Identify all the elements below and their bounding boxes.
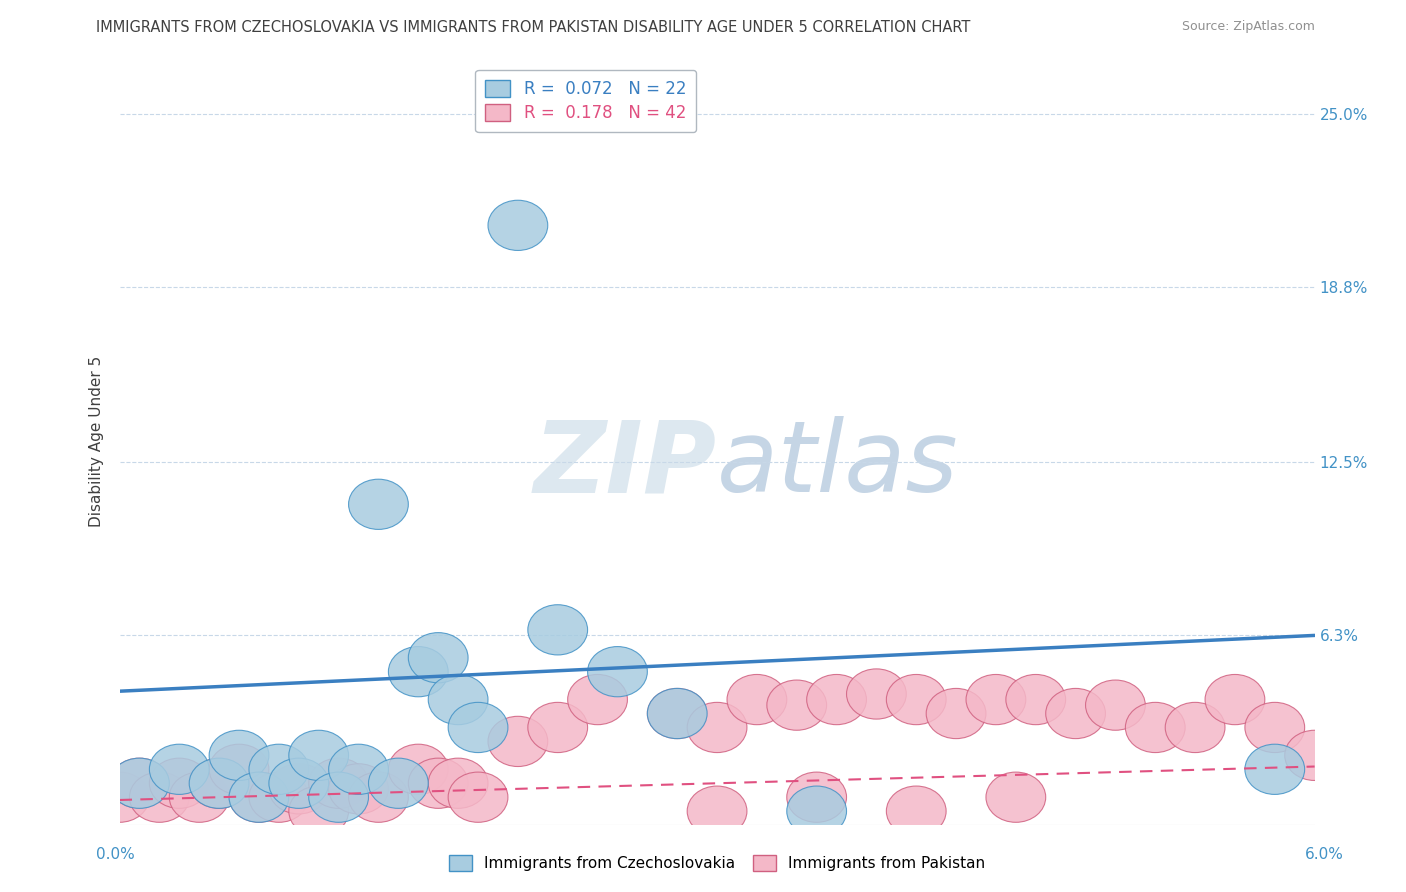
Ellipse shape: [329, 764, 388, 814]
Ellipse shape: [787, 772, 846, 822]
Text: ZIP: ZIP: [534, 416, 717, 513]
Legend: R =  0.072   N = 22, R =  0.178   N = 42: R = 0.072 N = 22, R = 0.178 N = 42: [475, 70, 696, 132]
Text: 6.0%: 6.0%: [1305, 847, 1344, 862]
Ellipse shape: [688, 786, 747, 837]
Ellipse shape: [886, 786, 946, 837]
Ellipse shape: [966, 674, 1026, 724]
Ellipse shape: [229, 772, 288, 822]
Ellipse shape: [688, 702, 747, 753]
Ellipse shape: [527, 702, 588, 753]
Ellipse shape: [408, 758, 468, 808]
Ellipse shape: [149, 758, 209, 808]
Ellipse shape: [408, 632, 468, 683]
Ellipse shape: [1166, 702, 1225, 753]
Ellipse shape: [149, 744, 209, 795]
Ellipse shape: [588, 647, 647, 697]
Ellipse shape: [1244, 702, 1305, 753]
Ellipse shape: [846, 669, 907, 719]
Ellipse shape: [787, 786, 846, 837]
Ellipse shape: [1125, 702, 1185, 753]
Ellipse shape: [169, 772, 229, 822]
Ellipse shape: [329, 744, 388, 795]
Ellipse shape: [727, 674, 787, 724]
Ellipse shape: [568, 674, 627, 724]
Ellipse shape: [388, 647, 449, 697]
Ellipse shape: [288, 786, 349, 837]
Ellipse shape: [368, 758, 429, 808]
Ellipse shape: [647, 689, 707, 739]
Ellipse shape: [488, 200, 548, 251]
Ellipse shape: [488, 716, 548, 766]
Ellipse shape: [449, 772, 508, 822]
Text: Source: ZipAtlas.com: Source: ZipAtlas.com: [1181, 20, 1315, 33]
Ellipse shape: [229, 772, 288, 822]
Ellipse shape: [129, 772, 190, 822]
Ellipse shape: [269, 758, 329, 808]
Text: IMMIGRANTS FROM CZECHOSLOVAKIA VS IMMIGRANTS FROM PAKISTAN DISABILITY AGE UNDER : IMMIGRANTS FROM CZECHOSLOVAKIA VS IMMIGR…: [96, 20, 970, 35]
Ellipse shape: [209, 731, 269, 780]
Ellipse shape: [90, 772, 149, 822]
Y-axis label: Disability Age Under 5: Disability Age Under 5: [89, 356, 104, 527]
Ellipse shape: [309, 772, 368, 822]
Ellipse shape: [309, 758, 368, 808]
Ellipse shape: [1205, 674, 1265, 724]
Ellipse shape: [1085, 680, 1146, 731]
Ellipse shape: [1005, 674, 1066, 724]
Ellipse shape: [449, 702, 508, 753]
Ellipse shape: [388, 744, 449, 795]
Ellipse shape: [288, 731, 349, 780]
Ellipse shape: [886, 674, 946, 724]
Ellipse shape: [766, 680, 827, 731]
Ellipse shape: [1046, 689, 1105, 739]
Ellipse shape: [190, 758, 249, 808]
Ellipse shape: [647, 689, 707, 739]
Ellipse shape: [190, 758, 249, 808]
Ellipse shape: [1244, 744, 1305, 795]
Ellipse shape: [249, 772, 309, 822]
Ellipse shape: [527, 605, 588, 655]
Ellipse shape: [110, 758, 169, 808]
Ellipse shape: [927, 689, 986, 739]
Legend: Immigrants from Czechoslovakia, Immigrants from Pakistan: Immigrants from Czechoslovakia, Immigran…: [443, 849, 991, 877]
Ellipse shape: [349, 479, 408, 530]
Ellipse shape: [249, 744, 309, 795]
Ellipse shape: [429, 758, 488, 808]
Ellipse shape: [429, 674, 488, 724]
Ellipse shape: [349, 772, 408, 822]
Ellipse shape: [110, 758, 169, 808]
Ellipse shape: [269, 764, 329, 814]
Ellipse shape: [986, 772, 1046, 822]
Ellipse shape: [807, 674, 866, 724]
Ellipse shape: [1285, 731, 1344, 780]
Ellipse shape: [209, 744, 269, 795]
Text: atlas: atlas: [717, 416, 959, 513]
Text: 0.0%: 0.0%: [96, 847, 135, 862]
